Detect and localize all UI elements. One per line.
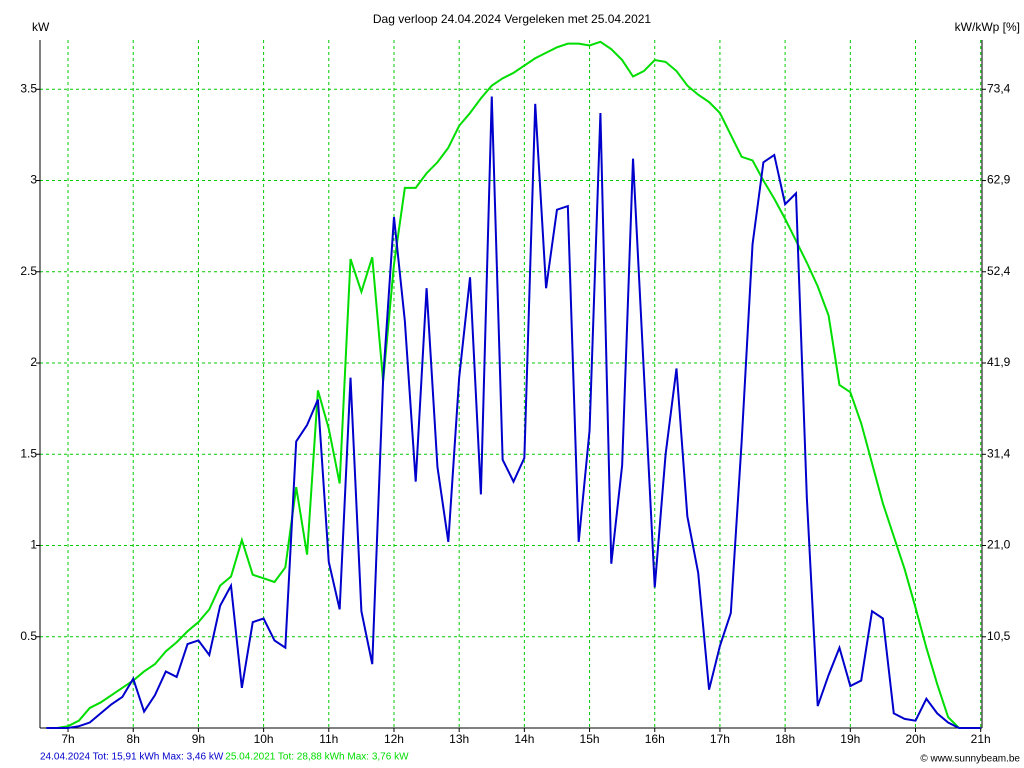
x-tick-label: 17h (710, 732, 730, 746)
x-tick-label: 15h (580, 732, 600, 746)
y2-tick-label: 10,5 (987, 629, 1011, 643)
x-tick-label: 19h (840, 732, 860, 746)
y2-tick-label: 31,4 (987, 446, 1011, 460)
chart-title: Dag verloop 24.04.2024 Vergeleken met 25… (373, 12, 652, 26)
y-tick-label: 3.5 (20, 81, 37, 95)
y-tick-label: 1.5 (20, 446, 37, 460)
y2-tick-label: 21,0 (987, 538, 1011, 552)
x-tick-label: 20h (905, 732, 925, 746)
x-tick-label: 7h (61, 732, 74, 746)
legend-entry: 24.04.2024 Tot: 15,91 kWh Max: 3,46 kW (40, 752, 224, 763)
x-tick-label: 8h (127, 732, 140, 746)
series-line (46, 96, 981, 729)
y-tick-label: 1 (30, 538, 37, 552)
x-tick-label: 12h (384, 732, 404, 746)
y2-axis-label: kW/kWp [%] (955, 20, 1020, 34)
y2-tick-label: 52,4 (987, 264, 1011, 278)
x-tick-label: 16h (645, 732, 665, 746)
credit: © www.sunnybeam.be (920, 754, 1020, 765)
x-tick-label: 21h (971, 732, 991, 746)
y2-tick-label: 73,4 (987, 81, 1011, 95)
y-tick-label: 0.5 (20, 629, 37, 643)
x-tick-label: 18h (775, 732, 795, 746)
x-tick-label: 10h (254, 732, 274, 746)
x-tick-label: 9h (192, 732, 205, 746)
y2-tick-label: 62,9 (987, 173, 1011, 187)
y-axis-label: kW (32, 20, 50, 34)
x-tick-label: 11h (319, 732, 338, 746)
x-tick-label: 13h (449, 732, 469, 746)
series-line (46, 40, 981, 729)
y-tick-label: 2 (30, 355, 37, 369)
x-tick-label: 14h (514, 732, 534, 746)
legend-entry: 25.04.2021 Tot: 28,88 kWh Max: 3,76 kW (225, 752, 409, 763)
y2-tick-label: 41,9 (987, 355, 1011, 369)
y-tick-label: 2.5 (20, 264, 37, 278)
y-tick-label: 3 (30, 173, 37, 187)
